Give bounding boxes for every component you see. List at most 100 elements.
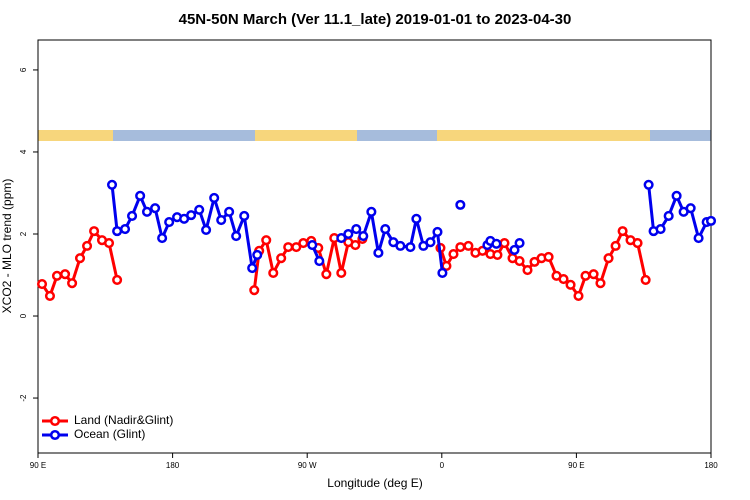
point xyxy=(617,226,628,237)
point xyxy=(514,237,525,249)
point xyxy=(366,206,377,217)
point xyxy=(463,240,474,251)
point xyxy=(595,278,606,289)
point xyxy=(261,235,272,246)
point xyxy=(499,237,510,249)
point xyxy=(603,253,614,264)
point xyxy=(643,179,654,190)
point xyxy=(298,237,309,249)
point xyxy=(164,217,175,228)
point xyxy=(405,242,416,253)
point xyxy=(455,242,466,253)
point xyxy=(67,278,78,289)
x-tick-label: 0 xyxy=(440,461,445,470)
point xyxy=(150,203,161,214)
point xyxy=(373,247,384,258)
point xyxy=(455,199,466,210)
point xyxy=(194,204,205,215)
point xyxy=(610,240,621,251)
point xyxy=(36,278,48,290)
point xyxy=(60,269,71,280)
point xyxy=(201,224,212,235)
point xyxy=(276,253,287,264)
point xyxy=(491,238,502,249)
point xyxy=(103,237,115,249)
point xyxy=(437,267,448,279)
y-tick-label: 2 xyxy=(19,231,28,236)
x-tick-label: 90 W xyxy=(298,461,317,470)
point xyxy=(112,274,123,285)
point xyxy=(127,210,138,221)
point xyxy=(351,224,362,235)
x-tick-label: 90 E xyxy=(30,461,46,470)
point xyxy=(51,270,63,281)
point xyxy=(252,249,263,260)
point xyxy=(135,190,146,201)
legend-label: Land (Nadir&Glint) xyxy=(74,413,173,427)
point xyxy=(671,190,682,201)
point xyxy=(432,226,443,237)
point xyxy=(291,242,302,253)
point xyxy=(565,279,576,290)
point xyxy=(343,228,354,240)
point xyxy=(411,213,422,224)
point xyxy=(663,210,674,221)
point xyxy=(247,262,258,274)
point xyxy=(106,179,118,190)
point xyxy=(82,240,93,251)
point xyxy=(509,244,520,256)
y-tick-label: 6 xyxy=(19,67,28,72)
point xyxy=(492,249,503,260)
point xyxy=(705,215,717,226)
point xyxy=(514,256,525,267)
point xyxy=(580,270,591,281)
point xyxy=(268,267,279,279)
point xyxy=(119,224,131,235)
plot-frame xyxy=(37,39,712,454)
point xyxy=(573,290,584,301)
point xyxy=(358,230,369,242)
point xyxy=(640,274,651,285)
point xyxy=(522,265,533,276)
point xyxy=(112,226,123,237)
x-tick-label: 180 xyxy=(704,461,718,470)
point xyxy=(44,290,56,301)
point xyxy=(380,224,391,235)
point xyxy=(231,230,242,242)
point xyxy=(395,240,406,251)
point xyxy=(543,251,554,263)
x-tick-label: 180 xyxy=(166,461,180,470)
point xyxy=(249,285,260,296)
point xyxy=(693,233,704,244)
point xyxy=(588,269,599,280)
point xyxy=(632,237,643,249)
point xyxy=(283,242,294,253)
point xyxy=(307,240,318,251)
x-tick-label: 90 E xyxy=(568,461,584,470)
point xyxy=(74,253,86,264)
point xyxy=(336,233,347,244)
point xyxy=(558,274,569,285)
y-axis-label: XCO2 - MLO trend (ppm) xyxy=(0,179,14,314)
point xyxy=(314,256,325,267)
point xyxy=(685,203,696,214)
point xyxy=(157,233,168,244)
y-tick-label: 4 xyxy=(19,149,28,154)
map-strip xyxy=(38,130,711,141)
legend-label: Ocean (Glint) xyxy=(74,427,145,441)
point xyxy=(239,210,250,221)
point xyxy=(224,206,235,217)
point xyxy=(186,210,197,221)
y-tick-label: -2 xyxy=(19,394,28,402)
point xyxy=(425,237,436,248)
point xyxy=(209,192,220,203)
x-axis-label: Longitude (deg E) xyxy=(327,476,422,490)
y-tick-label: 0 xyxy=(19,313,28,318)
legend-marker xyxy=(49,415,61,427)
point xyxy=(350,240,361,251)
point xyxy=(141,206,153,217)
point xyxy=(655,224,666,235)
point xyxy=(321,269,332,280)
point xyxy=(336,267,347,279)
